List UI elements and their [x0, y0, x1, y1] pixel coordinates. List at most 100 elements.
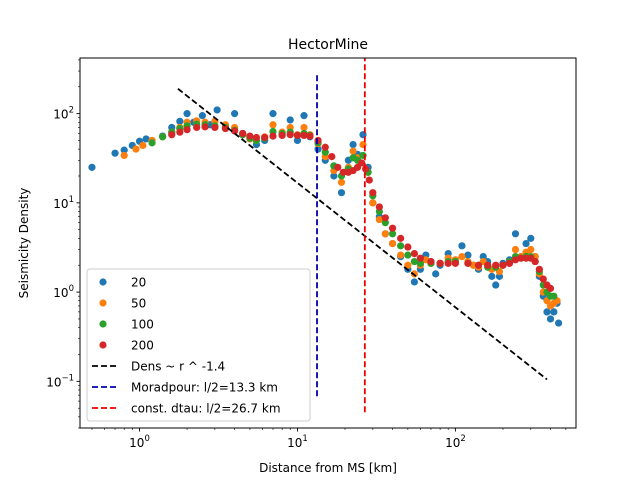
data-point — [410, 257, 418, 266]
data-point — [492, 281, 500, 289]
data-point — [474, 261, 483, 269]
legend-item: Dens ~ r ^ -1.4 — [92, 360, 225, 374]
data-point — [158, 133, 167, 141]
x-tick-label: 101 — [287, 434, 308, 450]
data-point — [375, 215, 383, 224]
y-tick-label: 101 — [53, 195, 74, 211]
data-point — [269, 121, 277, 129]
data-point — [451, 259, 460, 267]
data-point — [517, 254, 525, 262]
legend-item: Moradpour: l/2=13.3 km — [92, 381, 278, 395]
data-point — [404, 251, 412, 259]
axes-frame — [79, 57, 577, 429]
chart-title: HectorMine — [288, 37, 368, 53]
legend-item: const. dtau: l/2=26.7 km — [92, 402, 281, 416]
legend-label: 20 — [131, 276, 146, 290]
data-point — [213, 106, 221, 114]
x-tick-label: 102 — [445, 434, 466, 450]
data-point — [464, 259, 472, 267]
legend-marker — [99, 341, 107, 349]
data-point — [505, 259, 514, 267]
legend-box — [86, 268, 311, 422]
data-point — [531, 257, 539, 266]
data-point — [286, 131, 294, 139]
data-point — [484, 261, 492, 269]
axis-ticks: 100 101 102 10−1 100 101 102 — [46, 59, 567, 450]
data-point — [300, 123, 308, 132]
data-point — [239, 129, 247, 138]
data-point — [369, 189, 377, 197]
data-point — [416, 259, 424, 267]
legend-marker — [99, 278, 107, 286]
data-point — [554, 319, 563, 327]
legend: 20 50 100 200 Dens ~ r ^ -1.4 Moradpour: l/2=… — [86, 268, 311, 422]
y-tick-label: 102 — [53, 106, 74, 122]
data-point — [479, 252, 487, 261]
x-axis-label: Distance from MS [km] — [259, 461, 397, 475]
data-point — [142, 135, 150, 143]
data-point — [293, 136, 302, 145]
data-point — [183, 110, 191, 118]
legend-label: Dens ~ r ^ -1.4 — [131, 360, 225, 374]
data-point — [246, 132, 254, 140]
data-point — [293, 131, 302, 139]
data-point — [546, 315, 555, 323]
data-point — [369, 199, 377, 207]
data-point — [306, 132, 314, 140]
data-point — [397, 234, 405, 242]
legend-label: Moradpour: l/2=13.3 km — [131, 381, 278, 395]
data-point — [432, 270, 440, 278]
y-axis-label: Seismicity Density — [17, 188, 31, 299]
data-point — [436, 259, 444, 267]
y-tick-label: 10−1 — [46, 373, 74, 389]
data-point — [427, 257, 435, 266]
data-point — [330, 172, 338, 180]
data-point — [314, 136, 322, 145]
data-point — [300, 112, 308, 120]
legend-label: 50 — [131, 297, 146, 311]
data-point — [337, 189, 346, 197]
legend-label: const. dtau: l/2=26.7 km — [131, 402, 281, 416]
data-point — [458, 252, 466, 261]
data-point — [278, 131, 286, 139]
data-point — [388, 239, 397, 248]
data-point — [132, 145, 140, 153]
data-point — [511, 256, 520, 264]
legend-marker — [99, 299, 107, 307]
data-point — [252, 133, 261, 142]
data-point — [198, 112, 206, 120]
data-point — [349, 147, 357, 155]
data-point — [550, 292, 558, 300]
data-point — [221, 124, 230, 133]
y-tick-label: 100 — [53, 284, 74, 300]
data-point — [261, 133, 269, 142]
data-point — [404, 243, 412, 251]
legend-item: 200 — [99, 339, 154, 353]
data-point — [539, 275, 547, 283]
data-point — [527, 234, 535, 242]
data-point — [334, 163, 342, 171]
legend-marker — [99, 320, 107, 328]
data-point — [410, 278, 418, 286]
data-point — [111, 149, 119, 157]
power-law-line — [177, 88, 548, 381]
data-point — [183, 126, 191, 134]
data-point — [375, 203, 383, 211]
data-point — [543, 308, 551, 316]
data-point — [458, 242, 466, 250]
data-point — [358, 159, 366, 167]
data-point — [381, 230, 389, 238]
x-tick-label: 100 — [129, 434, 150, 450]
data-point — [328, 152, 336, 161]
data-point — [464, 251, 472, 259]
data-point — [286, 116, 294, 124]
data-point — [193, 123, 201, 132]
data-point — [511, 230, 520, 238]
data-point — [397, 242, 405, 250]
data-point — [269, 110, 277, 118]
legend-label: 100 — [131, 318, 154, 332]
legend-item: 20 — [99, 276, 146, 290]
data-point — [168, 131, 176, 139]
data-point — [300, 131, 308, 139]
